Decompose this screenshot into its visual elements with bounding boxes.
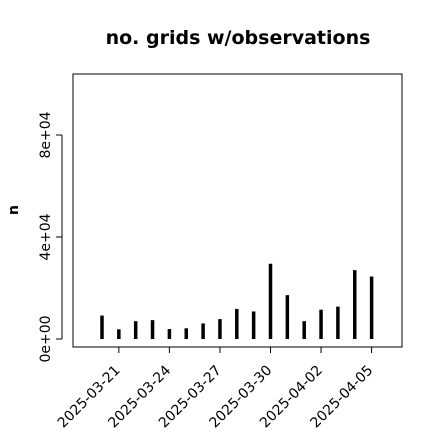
y-tick-label: 4e+04 [38,213,54,260]
plot-frame [72,73,403,348]
y-axis-label: n [6,205,22,215]
bars [100,263,374,339]
chart-title: no. grids w/observations [106,27,371,49]
y-tick-label: 0e+00 [38,315,54,362]
x-axis: 2025-03-212025-03-242025-03-272025-03-30… [55,346,376,431]
y-axis: 0e+00 4e+04 8e+04 [38,111,63,363]
y-tick-label: 8e+04 [38,111,54,158]
